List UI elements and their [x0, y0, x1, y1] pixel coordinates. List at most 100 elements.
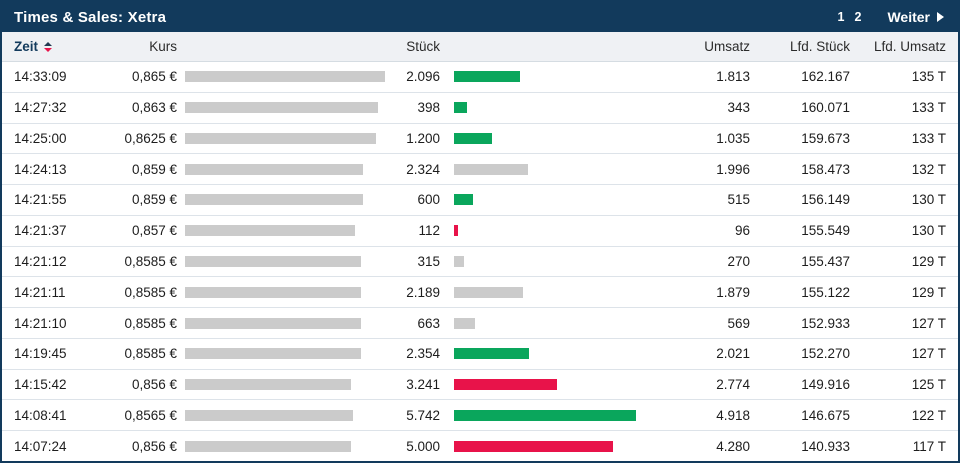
cell-umsatz: 2.021: [716, 346, 750, 362]
cell-zeit: 14:15:42: [14, 377, 67, 393]
title-bar: Times & Sales: Xetra 1 2 Weiter: [2, 2, 958, 32]
cell-lfd-umsatz: 129 T: [911, 284, 946, 300]
cell-zeit: 14:07:24: [14, 438, 67, 454]
cell-kurs-bar: [177, 255, 397, 267]
cell-zeit: 14:08:41: [14, 407, 67, 423]
cell-umsatz: 1.813: [716, 69, 750, 85]
cell-zeit: 14:25:00: [14, 130, 67, 146]
column-header-umsatz: Umsatz: [704, 39, 750, 54]
kurs-bar: [185, 132, 376, 144]
cell-umsatz: 569: [727, 315, 750, 331]
sort-icon: [44, 41, 53, 52]
cell-umsatz: 96: [734, 223, 750, 239]
stueck-bar: [454, 348, 529, 360]
stueck-bar: [454, 286, 524, 298]
kurs-bar: [185, 317, 361, 329]
stueck-bar: [454, 317, 475, 329]
column-header-stueck: Stück: [406, 39, 440, 54]
cell-lfd-stueck: 155.437: [801, 253, 850, 269]
table-row: 14:21:11 0,8585 € 2.189 1.879 155.122 12…: [2, 276, 958, 308]
cell-kurs: 0,8585 €: [124, 253, 177, 269]
cell-stueck: 3.241: [406, 377, 440, 393]
table-row: 14:21:55 0,859 € 600 515 156.149 130 T: [2, 184, 958, 215]
column-header-zeit[interactable]: Zeit: [2, 39, 112, 54]
cell-zeit: 14:24:13: [14, 161, 67, 177]
cell-stueck-bar: [440, 379, 652, 391]
cell-umsatz: 270: [727, 253, 750, 269]
cell-stueck: 5.000: [406, 438, 440, 454]
chevron-right-icon: [937, 12, 944, 22]
cell-stueck-bar: [440, 102, 652, 114]
cell-kurs: 0,856 €: [131, 438, 177, 454]
table-header: Zeit Kurs Stück Umsatz Lfd. Stück Lfd. U…: [2, 32, 958, 62]
kurs-bar: [185, 225, 355, 237]
cell-zeit: 14:21:10: [14, 315, 67, 331]
sort-up-icon: [44, 41, 53, 46]
cell-lfd-stueck: 159.673: [801, 130, 850, 146]
table-row: 14:15:42 0,856 € 3.241 2.774 149.916 125…: [2, 368, 958, 400]
cell-kurs: 0,8565 €: [124, 407, 177, 423]
cell-lfd-stueck: 158.473: [801, 161, 850, 177]
cell-kurs: 0,8585 €: [124, 284, 177, 300]
cell-kurs: 0,8585 €: [124, 315, 177, 331]
cell-zeit: 14:21:11: [14, 284, 66, 300]
cell-umsatz: 515: [727, 192, 750, 208]
kurs-bar: [185, 255, 361, 267]
stueck-bar: [454, 379, 557, 391]
cell-zeit: 14:33:09: [14, 69, 67, 85]
stueck-bar: [454, 194, 473, 206]
cell-lfd-stueck: 155.122: [801, 284, 850, 300]
cell-kurs-bar: [177, 132, 397, 144]
cell-umsatz: 1.996: [716, 161, 750, 177]
kurs-bar: [185, 379, 352, 391]
kurs-bar: [185, 71, 385, 83]
next-page-button[interactable]: Weiter: [887, 9, 944, 25]
table-body: 14:33:09 0,865 € 2.096 1.813 162.167 135…: [2, 62, 958, 461]
cell-kurs-bar: [177, 163, 397, 175]
cell-kurs: 0,857 €: [131, 223, 177, 239]
page-link-2[interactable]: 2: [854, 10, 862, 24]
cell-lfd-umsatz: 129 T: [911, 253, 946, 269]
table-row: 14:33:09 0,865 € 2.096 1.813 162.167 135…: [2, 62, 958, 92]
cell-umsatz: 1.879: [716, 284, 750, 300]
cell-lfd-stueck: 162.167: [801, 69, 850, 85]
column-header-lfd-umsatz: Lfd. Umsatz: [873, 39, 946, 54]
cell-stueck: 600: [417, 192, 440, 208]
cell-stueck: 1.200: [406, 130, 440, 146]
cell-kurs-bar: [177, 194, 397, 206]
cell-stueck-bar: [440, 286, 652, 298]
kurs-bar: [185, 286, 361, 298]
cell-lfd-umsatz: 133 T: [911, 130, 946, 146]
kurs-bar: [185, 440, 352, 452]
cell-lfd-stueck: 152.933: [801, 315, 850, 331]
kurs-bar: [185, 194, 363, 206]
cell-umsatz: 1.035: [716, 130, 750, 146]
cell-stueck: 2.096: [406, 69, 440, 85]
next-page-label: Weiter: [887, 9, 930, 25]
cell-kurs: 0,865 €: [131, 69, 177, 85]
cell-kurs-bar: [177, 71, 397, 83]
table-row: 14:27:32 0,863 € 398 343 160.071 133 T: [2, 91, 958, 123]
cell-lfd-stueck: 149.916: [801, 377, 850, 393]
cell-stueck: 112: [418, 223, 440, 239]
cell-stueck-bar: [440, 255, 652, 267]
stueck-bar: [454, 255, 464, 267]
page-title: Times & Sales: Xetra: [14, 8, 167, 26]
page-link-1[interactable]: 1: [837, 10, 845, 24]
cell-stueck: 315: [417, 253, 440, 269]
column-header-lfd-stueck: Lfd. Stück: [789, 39, 850, 54]
cell-umsatz: 4.918: [716, 407, 750, 423]
cell-kurs: 0,863 €: [131, 100, 177, 116]
stueck-bar: [454, 163, 528, 175]
cell-zeit: 14:21:37: [14, 223, 67, 239]
cell-zeit: 14:19:45: [14, 346, 67, 362]
cell-stueck: 2.324: [406, 161, 440, 177]
table-row: 14:24:13 0,859 € 2.324 1.996 158.473 132…: [2, 153, 958, 185]
stueck-bar: [454, 132, 492, 144]
cell-kurs-bar: [177, 379, 397, 391]
cell-kurs-bar: [177, 409, 397, 421]
cell-kurs-bar: [177, 348, 397, 360]
cell-stueck: 5.742: [406, 407, 440, 423]
table-row: 14:07:24 0,856 € 5.000 4.280 140.933 117…: [2, 430, 958, 461]
